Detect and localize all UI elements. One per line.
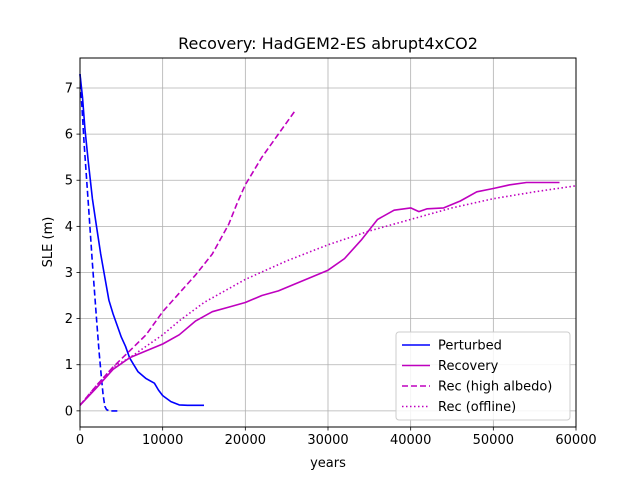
legend-label: Rec (high albedo): [438, 380, 552, 395]
series-line: [79, 74, 120, 412]
y-tick-label: 2: [65, 312, 73, 327]
legend-box: [395, 331, 571, 421]
x-tick-label: 50000: [473, 433, 514, 448]
x-tick-label: 20000: [225, 433, 266, 448]
legend-label: Recovery: [438, 359, 499, 374]
series-line: [79, 110, 296, 406]
x-axis-label: years: [310, 456, 346, 471]
y-tick-label: 6: [65, 128, 73, 143]
x-tick-label: 40000: [390, 433, 431, 448]
x-tick-label: 30000: [307, 433, 348, 448]
y-axis: 0 1 2 3 4 5 6 7: [65, 81, 80, 419]
series-line: [79, 74, 204, 407]
series-line: [79, 181, 560, 406]
y-tick-label: 7: [65, 81, 73, 96]
y-tick-label: 5: [65, 174, 73, 189]
y-tick-label: 4: [65, 220, 73, 235]
y-tick-label: 1: [65, 358, 73, 373]
legend-label: Perturbed: [438, 339, 502, 354]
grid: [79, 58, 577, 427]
legend-label: Rec (offline): [438, 400, 516, 415]
x-tick-label: 0: [76, 433, 84, 448]
legend: Perturbed Recovery Rec (high albedo) Rec (o…: [395, 331, 571, 421]
chart-title: Recovery: HadGEM2-ES abrupt4xCO2: [178, 34, 478, 53]
y-tick-label: 0: [65, 404, 73, 419]
y-tick-label: 3: [65, 266, 73, 281]
y-axis-label: SLE (m): [41, 217, 56, 268]
x-axis: 0 10000 20000 30000 40000 50000 60000: [76, 427, 597, 448]
x-tick-label: 60000: [555, 433, 596, 448]
x-tick-label: 10000: [142, 433, 183, 448]
series-group: [79, 74, 577, 412]
